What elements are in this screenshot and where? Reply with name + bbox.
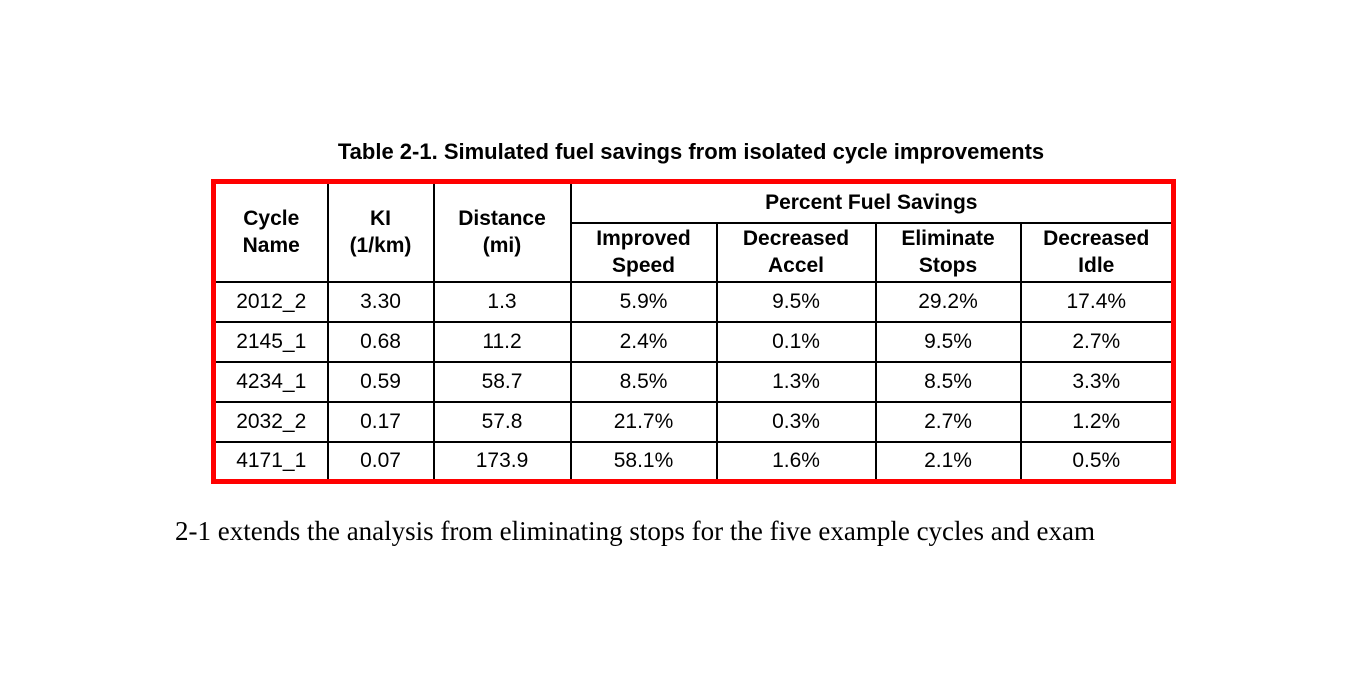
cell-decreased-idle: 1.2%	[1019, 400, 1175, 443]
cell-ki: 0.07	[326, 440, 435, 483]
col-header-line: Distance	[458, 207, 546, 231]
col-header-line: Decreased	[742, 227, 850, 250]
col-header-line: Improved	[596, 227, 691, 250]
col-header-line: Eliminate	[901, 227, 995, 250]
cell-eliminate-stops: 9.5%	[874, 320, 1022, 363]
cell-ki: 3.30	[326, 280, 435, 323]
cell-decreased-accel: 1.3%	[715, 360, 877, 403]
cell-eliminate-stops: 29.2%	[874, 280, 1022, 323]
cell-decreased-idle: 0.5%	[1019, 440, 1175, 483]
cell-cycle-name: 4234_1	[212, 360, 329, 403]
col-header-improved-speed: Improved Speed	[569, 221, 718, 283]
body-text: 2-1 extends the analysis from eliminatin…	[175, 516, 1095, 546]
col-header-line: Stops	[918, 254, 978, 277]
cell-improved-speed: 8.5%	[569, 360, 718, 403]
cell-improved-speed: 58.1%	[569, 440, 718, 483]
col-header-line: Cycle	[243, 207, 300, 231]
col-header-line: Name	[242, 234, 300, 258]
col-group-header-percent-fuel-savings: Percent Fuel Savings	[569, 180, 1175, 224]
table-row: 2145_1 0.68 11.2 2.4% 0.1% 9.5% 2.7%	[212, 320, 1175, 363]
cell-ki: 0.59	[326, 360, 435, 403]
cell-distance: 57.8	[432, 400, 572, 443]
cell-ki: 0.17	[326, 400, 435, 443]
cell-eliminate-stops: 2.1%	[874, 440, 1022, 483]
cell-decreased-accel: 0.3%	[715, 400, 877, 443]
col-header-ki: KI (1/km)	[326, 180, 435, 283]
cell-eliminate-stops: 2.7%	[874, 400, 1022, 443]
cell-improved-speed: 2.4%	[569, 320, 718, 363]
cell-cycle-name: 2145_1	[212, 320, 329, 363]
table-caption: Table 2-1. Simulated fuel savings from i…	[337, 139, 1045, 164]
col-header-line: Idle	[1078, 254, 1115, 277]
cell-distance: 1.3	[432, 280, 572, 323]
cell-decreased-accel: 9.5%	[715, 280, 877, 323]
table-row: 4234_1 0.59 58.7 8.5% 1.3% 8.5% 3.3%	[212, 360, 1175, 403]
cell-improved-speed: 5.9%	[569, 280, 718, 323]
cell-cycle-name: 2012_2	[212, 280, 329, 323]
table-row: 2012_2 3.30 1.3 5.9% 9.5% 29.2% 17.4%	[212, 280, 1175, 323]
col-header-line: Decreased	[1043, 227, 1150, 250]
cell-decreased-idle: 3.3%	[1019, 360, 1175, 403]
cell-eliminate-stops: 8.5%	[874, 360, 1022, 403]
cell-cycle-name: 4171_1	[212, 440, 329, 483]
cell-distance: 58.7	[432, 360, 572, 403]
cell-distance: 11.2	[432, 320, 572, 363]
col-header-line: (mi)	[482, 234, 522, 258]
table-row: 2032_2 0.17 57.8 21.7% 0.3% 2.7% 1.2%	[212, 400, 1175, 443]
col-header-eliminate-stops: Eliminate Stops	[874, 221, 1022, 283]
col-header-line: Accel	[767, 254, 825, 277]
col-header-decreased-idle: Decreased Idle	[1019, 221, 1175, 283]
cell-cycle-name: 2032_2	[212, 400, 329, 443]
cell-decreased-idle: 2.7%	[1019, 320, 1175, 363]
col-header-line: KI	[370, 207, 391, 231]
cell-decreased-idle: 17.4%	[1019, 280, 1175, 323]
fuel-savings-table: Cycle Name KI (1/km) Distance (mi) Percent …	[211, 179, 1177, 484]
cell-decreased-accel: 0.1%	[715, 320, 877, 363]
table-row: 4171_1 0.07 173.9 58.1% 1.6% 2.1% 0.5%	[212, 440, 1175, 483]
col-header-line: (1/km)	[349, 234, 412, 258]
header-row-group: Cycle Name KI (1/km) Distance (mi) Percent …	[212, 180, 1175, 283]
cell-improved-speed: 21.7%	[569, 400, 718, 443]
cell-decreased-accel: 1.6%	[715, 440, 877, 483]
cell-ki: 0.68	[326, 320, 435, 363]
header-row-sub: Improved Speed Decreased Accel Eliminate St…	[214, 221, 1175, 283]
col-header-decreased-accel: Decreased Accel	[715, 221, 877, 283]
cell-distance: 173.9	[432, 440, 572, 483]
col-header-cycle-name: Cycle Name	[212, 180, 329, 283]
col-header-distance: Distance (mi)	[432, 180, 572, 283]
col-header-line: Speed	[611, 254, 676, 277]
